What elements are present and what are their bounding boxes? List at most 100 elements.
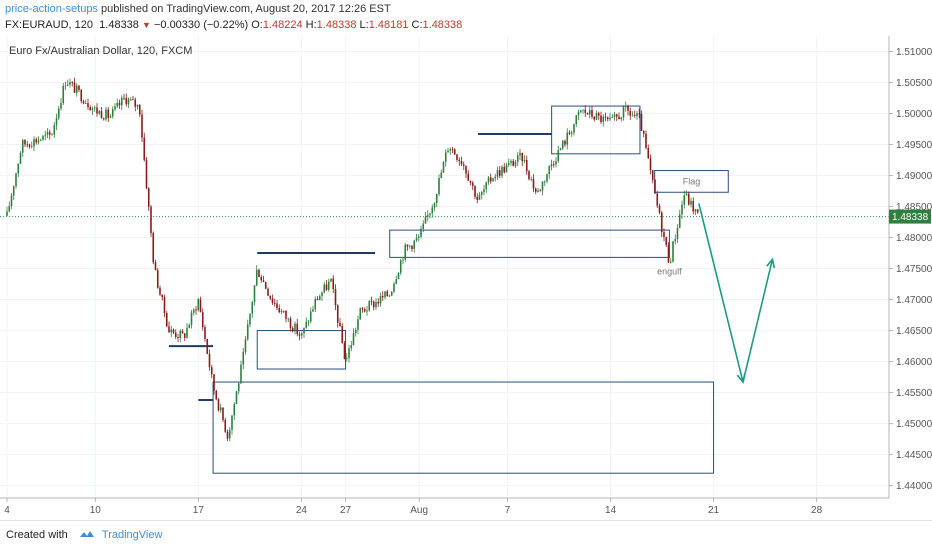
y-tick-label: 1.49500 (896, 140, 932, 151)
candle-body (222, 407, 224, 420)
candle-body (690, 200, 692, 205)
footer: Created with TradingView (0, 520, 932, 551)
candle-body (300, 333, 303, 336)
candle-body (512, 160, 515, 166)
low-value: 1.48181 (368, 19, 409, 31)
publish-line: price-action-setups published on Trading… (5, 3, 391, 15)
candle-body (660, 212, 663, 233)
candle-body (127, 99, 130, 105)
candle-body (80, 89, 83, 102)
candle-body (377, 301, 380, 304)
candle-body (271, 298, 274, 303)
candle-body (609, 117, 611, 120)
candle-body (550, 164, 553, 167)
candle-body (451, 149, 454, 151)
candle-body (345, 358, 348, 360)
y-tick-label: 1.47000 (896, 295, 932, 306)
chart-area[interactable]: Flag engulf 1.51000 1.50500 1.50000 1.49500 1… (0, 36, 932, 520)
candle-body (352, 333, 355, 346)
candle-body (348, 348, 350, 359)
horizontal-lines-layer (168, 132, 552, 402)
x-axis[interactable]: 4 10 17 24 27 Aug 7 14 21 28 (0, 497, 889, 516)
candle-body (39, 139, 42, 141)
candle-body (330, 278, 332, 282)
candle-body (494, 176, 497, 179)
candle-body (143, 137, 146, 160)
flag-label: Flag (683, 176, 701, 186)
candle-body (462, 164, 465, 166)
candle-body (291, 327, 294, 332)
y-axis[interactable]: 1.51000 1.50500 1.50000 1.49500 1.49000 1.485… (888, 36, 932, 498)
chart-header: price-action-setups published on Trading… (0, 0, 932, 36)
projection-arrow-line[interactable] (742, 259, 774, 383)
open-label: O: (251, 19, 263, 31)
candle-body (285, 310, 287, 319)
candle-body (12, 186, 15, 196)
candle-body (456, 154, 458, 160)
candle-body (586, 112, 589, 115)
candle-body (332, 278, 335, 289)
candle-body (557, 150, 560, 162)
candle-body (35, 139, 38, 143)
candle-body (197, 299, 200, 311)
candle-body (606, 117, 609, 120)
candle-body (255, 269, 258, 286)
candle-body (66, 84, 69, 86)
candle-body (96, 107, 98, 114)
candle-body (64, 85, 67, 87)
y-tick-label: 1.50500 (896, 78, 932, 89)
candle-body (199, 299, 202, 313)
candle-body (395, 279, 398, 284)
candle-body (114, 106, 116, 110)
candle-body (399, 260, 402, 273)
candle-body (584, 109, 587, 113)
candle-body (501, 166, 503, 176)
published-text: published on TradingView.com, August 20,… (97, 3, 391, 15)
candle-body (411, 245, 413, 249)
candle-body (278, 308, 281, 313)
candle-body (206, 338, 209, 354)
candle-body (530, 179, 533, 180)
candle-body (321, 292, 323, 297)
candle-body (181, 330, 184, 334)
candles-layer (6, 77, 699, 442)
x-tick-label: 28 (811, 505, 823, 516)
candle-body (381, 295, 384, 298)
candle-body (492, 178, 494, 182)
candle-body (429, 213, 431, 215)
candle-body (125, 98, 128, 105)
candle-body (604, 116, 607, 118)
candle-body (465, 165, 467, 174)
zone-box[interactable] (256, 330, 347, 370)
candle-body (503, 166, 506, 173)
candle-body (654, 179, 656, 194)
candle-body (453, 149, 456, 155)
candle-body (159, 287, 161, 295)
candle-body (561, 140, 564, 149)
projection-arrow-line[interactable] (698, 203, 744, 383)
candle-body (575, 115, 578, 125)
candle-body (566, 132, 569, 145)
candle-body (656, 193, 659, 206)
candle-body (368, 301, 371, 311)
zone-box[interactable] (389, 229, 670, 258)
candle-body (424, 216, 427, 224)
candle-body (307, 321, 310, 323)
candle-body (372, 301, 375, 308)
zone-box[interactable] (551, 105, 641, 155)
y-tick-label: 1.44000 (896, 481, 932, 492)
candle-body (507, 162, 510, 166)
zone-box[interactable] (212, 381, 715, 474)
candle-body (363, 309, 366, 312)
candle-body (370, 301, 373, 303)
candle-body (467, 173, 470, 181)
candle-body (471, 182, 474, 186)
symbol-label[interactable]: FX:EURAUD, 120 (5, 19, 94, 31)
candle-body (426, 214, 429, 217)
tradingview-link[interactable]: TradingView (101, 529, 163, 541)
candle-body (258, 269, 260, 278)
author-link[interactable]: price-action-setups (5, 3, 98, 15)
candle-body (111, 109, 114, 117)
candle-body (174, 332, 177, 337)
